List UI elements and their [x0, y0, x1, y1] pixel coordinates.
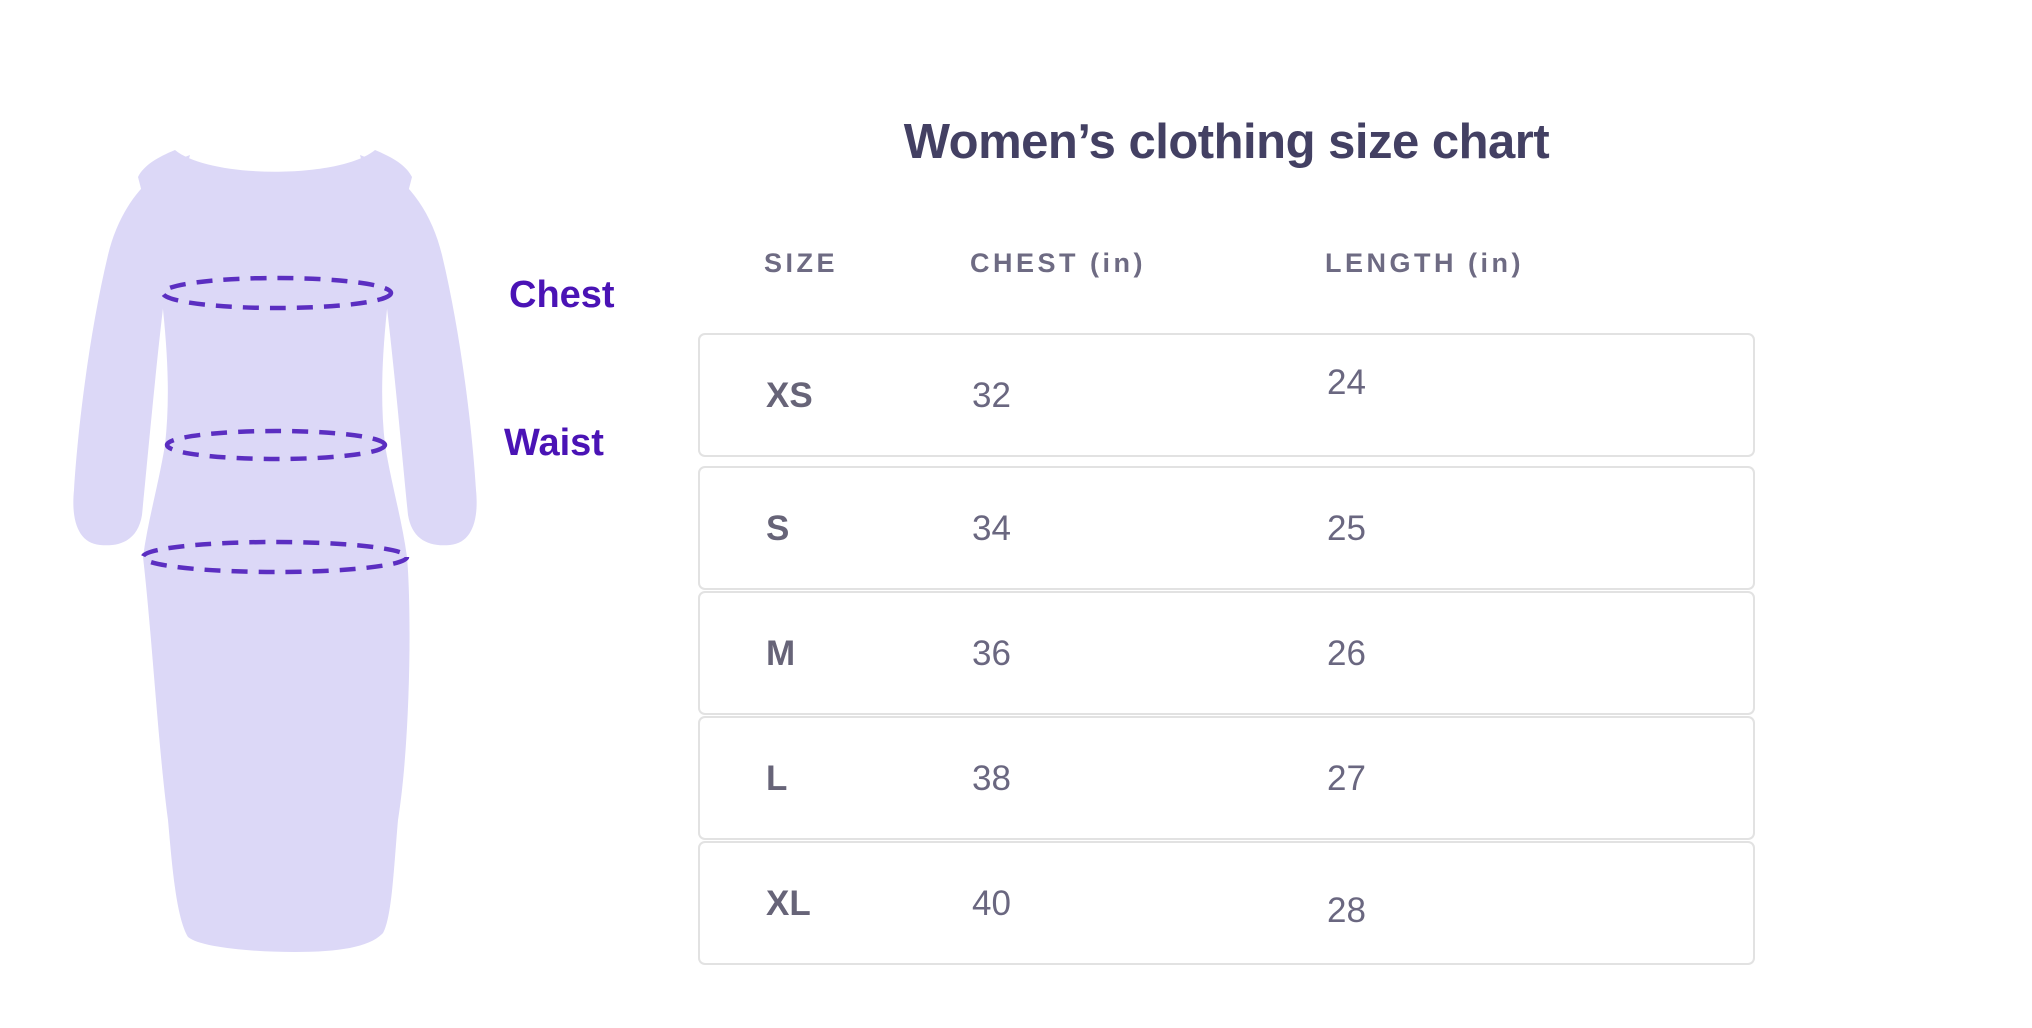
chest-measurement-ellipse — [160, 275, 394, 311]
dress-illustration — [73, 150, 477, 952]
hip-measurement-ellipse — [140, 539, 410, 575]
chest-cell: 40 — [972, 883, 1011, 923]
size-cell: XL — [766, 883, 811, 923]
length-cell: 24 — [1327, 362, 1366, 402]
table-row: S 34 25 — [698, 466, 1755, 590]
column-header-chest: CHEST (in) — [970, 248, 1146, 278]
length-cell: 25 — [1327, 508, 1366, 548]
table-row: M 36 26 — [698, 591, 1755, 715]
size-cell: XS — [766, 375, 813, 415]
waist-label: Waist — [504, 422, 604, 464]
table-row: XS 32 24 — [698, 333, 1755, 457]
length-cell: 26 — [1327, 633, 1366, 673]
length-cell: 28 — [1327, 890, 1366, 930]
size-cell: M — [766, 633, 796, 673]
size-table: XS 32 24 S 34 25 M 36 26 L 38 27 XL 40 2… — [698, 333, 1755, 966]
table-header-row: SIZE CHEST (in) LENGTH (in) — [698, 250, 1755, 277]
chest-cell: 36 — [972, 633, 1011, 673]
column-header-size: SIZE — [764, 248, 839, 278]
table-row: XL 40 28 — [698, 841, 1755, 965]
table-row: L 38 27 — [698, 716, 1755, 840]
size-cell: S — [766, 508, 790, 548]
chest-cell: 32 — [972, 375, 1011, 415]
chest-cell: 38 — [972, 758, 1011, 798]
size-cell: L — [766, 758, 788, 798]
column-header-length: LENGTH (in) — [1325, 248, 1524, 278]
waist-measurement-ellipse — [164, 428, 388, 462]
chest-cell: 34 — [972, 508, 1011, 548]
dress-body — [138, 150, 412, 952]
length-cell: 27 — [1327, 758, 1366, 798]
chest-label: Chest — [509, 274, 615, 316]
page-title: Women’s clothing size chart — [903, 115, 1550, 169]
